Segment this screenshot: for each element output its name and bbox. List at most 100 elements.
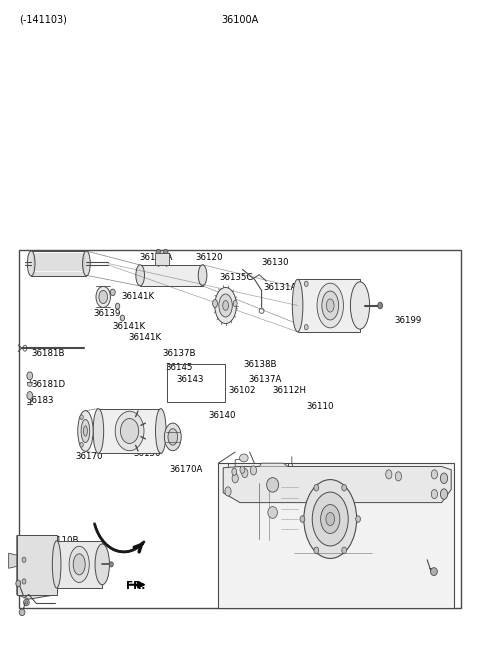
Ellipse shape — [314, 547, 319, 554]
FancyBboxPatch shape — [98, 409, 161, 453]
Ellipse shape — [304, 281, 308, 286]
Ellipse shape — [326, 512, 335, 526]
Text: 36127A: 36127A — [139, 253, 173, 262]
Text: (-141103): (-141103) — [19, 14, 67, 25]
Ellipse shape — [95, 544, 109, 585]
Text: FR.: FR. — [126, 581, 145, 591]
Text: 36141K: 36141K — [113, 322, 146, 331]
Polygon shape — [223, 466, 451, 503]
Text: 36199: 36199 — [395, 316, 422, 325]
Ellipse shape — [240, 466, 245, 473]
Ellipse shape — [27, 251, 35, 276]
Ellipse shape — [232, 474, 238, 483]
Ellipse shape — [156, 409, 166, 453]
Ellipse shape — [356, 516, 360, 522]
Ellipse shape — [198, 265, 207, 286]
Ellipse shape — [240, 454, 248, 462]
Text: 36181B: 36181B — [31, 349, 65, 358]
Polygon shape — [259, 463, 288, 466]
Ellipse shape — [27, 382, 32, 386]
FancyBboxPatch shape — [31, 251, 86, 276]
Text: 1140FZ: 1140FZ — [15, 581, 48, 591]
Text: 36138B: 36138B — [244, 360, 277, 369]
Ellipse shape — [52, 541, 61, 588]
Ellipse shape — [312, 492, 348, 546]
Ellipse shape — [27, 372, 33, 380]
Ellipse shape — [163, 250, 168, 256]
Ellipse shape — [233, 300, 237, 307]
Ellipse shape — [321, 505, 340, 533]
Ellipse shape — [16, 580, 21, 587]
Ellipse shape — [326, 299, 334, 312]
Ellipse shape — [225, 487, 231, 496]
Ellipse shape — [342, 484, 347, 491]
Ellipse shape — [93, 409, 104, 453]
Text: 36120: 36120 — [196, 253, 223, 262]
Text: 36130: 36130 — [262, 258, 289, 267]
FancyBboxPatch shape — [218, 463, 454, 608]
Ellipse shape — [268, 507, 277, 518]
Text: 36145: 36145 — [166, 363, 193, 373]
Ellipse shape — [136, 265, 144, 286]
Ellipse shape — [115, 304, 120, 309]
Ellipse shape — [80, 443, 84, 447]
Ellipse shape — [156, 250, 161, 256]
Text: 36139: 36139 — [94, 309, 121, 318]
Text: 36141K: 36141K — [121, 292, 154, 302]
Ellipse shape — [110, 289, 115, 296]
Text: 36150: 36150 — [133, 449, 161, 458]
Ellipse shape — [378, 302, 383, 309]
Ellipse shape — [300, 516, 305, 522]
Text: 36137B: 36137B — [162, 349, 196, 358]
Text: 36141K: 36141K — [129, 332, 162, 342]
Text: 36112H: 36112H — [273, 386, 307, 396]
Text: 36170: 36170 — [76, 452, 103, 461]
Ellipse shape — [317, 283, 343, 328]
Ellipse shape — [219, 294, 232, 317]
Text: 36143: 36143 — [177, 375, 204, 384]
Ellipse shape — [322, 291, 338, 320]
Ellipse shape — [19, 609, 25, 616]
Ellipse shape — [223, 301, 228, 311]
Ellipse shape — [83, 251, 90, 276]
Text: 36146A: 36146A — [43, 261, 77, 271]
Ellipse shape — [81, 420, 90, 443]
Polygon shape — [9, 553, 17, 568]
FancyBboxPatch shape — [57, 541, 102, 588]
Text: 1339CC: 1339CC — [15, 562, 49, 571]
Ellipse shape — [350, 282, 370, 329]
Ellipse shape — [22, 579, 26, 584]
Text: 36211: 36211 — [403, 587, 431, 596]
Ellipse shape — [215, 288, 236, 324]
Ellipse shape — [267, 478, 278, 492]
Ellipse shape — [431, 568, 437, 576]
Polygon shape — [17, 535, 57, 599]
Ellipse shape — [99, 290, 108, 304]
Ellipse shape — [25, 600, 28, 604]
Ellipse shape — [304, 480, 357, 558]
Ellipse shape — [78, 411, 93, 451]
Ellipse shape — [120, 315, 125, 321]
Text: 36131A: 36131A — [263, 283, 297, 292]
Text: 36102: 36102 — [228, 386, 255, 396]
Text: 36110B: 36110B — [46, 535, 79, 545]
Ellipse shape — [342, 547, 347, 554]
Ellipse shape — [27, 392, 33, 399]
Ellipse shape — [164, 423, 181, 451]
Ellipse shape — [395, 472, 401, 481]
Text: 36100A: 36100A — [221, 14, 259, 25]
Ellipse shape — [441, 473, 447, 484]
Ellipse shape — [168, 428, 178, 445]
FancyBboxPatch shape — [17, 535, 57, 595]
Text: 36137A: 36137A — [249, 375, 282, 384]
Ellipse shape — [73, 554, 85, 575]
Ellipse shape — [109, 562, 113, 567]
FancyBboxPatch shape — [155, 253, 169, 265]
Ellipse shape — [232, 468, 237, 476]
Text: 36110: 36110 — [306, 401, 334, 411]
Ellipse shape — [242, 468, 248, 478]
Text: 36181D: 36181D — [31, 380, 65, 389]
Text: 36182: 36182 — [95, 441, 122, 450]
Text: 36135C: 36135C — [220, 273, 253, 282]
FancyBboxPatch shape — [298, 279, 360, 332]
